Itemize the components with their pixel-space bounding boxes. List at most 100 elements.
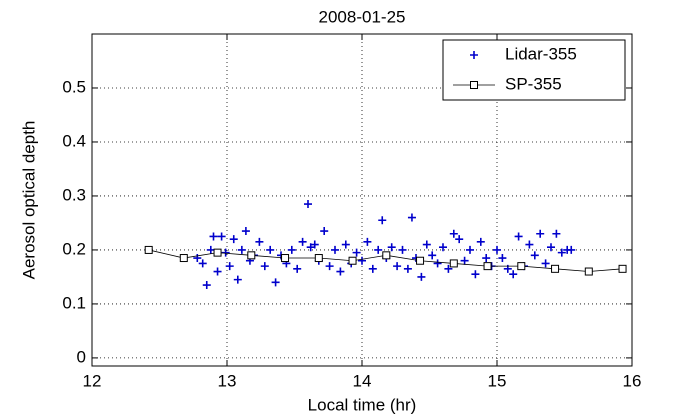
point <box>241 227 250 236</box>
square-marker <box>314 254 323 263</box>
plus-marker <box>471 270 480 279</box>
point <box>306 243 315 252</box>
plus-marker <box>536 229 545 238</box>
square-marker <box>213 248 222 257</box>
plus-marker <box>293 264 302 273</box>
y-tick-label: 0 <box>77 347 86 366</box>
y-axis-label: Aerosol optical depth <box>19 121 38 280</box>
y-tick-label: 0.3 <box>62 185 86 204</box>
chart-title: 2008-01-25 <box>319 7 406 26</box>
plus-marker <box>449 229 458 238</box>
plus-marker <box>241 227 250 236</box>
point <box>439 243 447 252</box>
x-tick-label: 13 <box>218 371 237 390</box>
y-tick-label: 0.2 <box>62 239 86 258</box>
plus-marker <box>493 245 501 254</box>
point <box>229 235 238 244</box>
y-tick-label: 0.5 <box>62 77 86 96</box>
plus-marker <box>476 237 485 246</box>
plus-marker <box>225 262 234 271</box>
point <box>482 254 491 263</box>
point <box>403 264 412 273</box>
plus-marker <box>306 243 315 252</box>
point <box>202 281 211 290</box>
point <box>417 272 426 281</box>
square-marker <box>144 245 153 254</box>
plus-marker <box>320 227 329 236</box>
point <box>428 251 437 260</box>
point <box>298 237 307 246</box>
point <box>378 216 387 225</box>
square-marker <box>584 267 593 276</box>
point <box>536 229 545 238</box>
plus-marker <box>193 254 202 263</box>
plus-marker <box>237 245 246 254</box>
plus-marker <box>229 235 238 244</box>
x-tick-label: 15 <box>488 371 507 390</box>
point <box>221 248 230 257</box>
plus-marker <box>221 248 230 257</box>
y-tick-label: 0.4 <box>62 131 86 150</box>
plus-marker <box>271 278 280 287</box>
plus-marker <box>287 245 296 254</box>
plus-marker <box>331 245 339 254</box>
point <box>287 245 296 254</box>
plus-marker <box>422 240 431 249</box>
point <box>433 259 442 268</box>
x-tick-label: 14 <box>353 371 372 390</box>
point <box>217 232 226 241</box>
plus-marker <box>266 245 275 254</box>
plus-marker <box>363 237 372 246</box>
plus-marker <box>310 240 319 249</box>
point <box>398 245 407 254</box>
plus-marker <box>466 245 474 254</box>
square-marker <box>517 262 526 271</box>
point <box>310 240 319 249</box>
point <box>363 237 372 246</box>
square-marker <box>618 264 627 273</box>
plus-marker <box>325 262 334 271</box>
plus-marker <box>202 281 211 290</box>
point <box>374 245 383 254</box>
plus-marker <box>509 270 518 279</box>
plus-marker <box>552 229 561 238</box>
point <box>336 267 345 276</box>
point <box>567 245 576 254</box>
point <box>213 267 222 276</box>
point <box>358 256 366 265</box>
point <box>509 270 518 279</box>
plus-marker <box>567 245 576 254</box>
plus-marker <box>428 251 437 260</box>
point <box>514 232 523 241</box>
plus-marker <box>514 232 523 241</box>
point <box>444 264 453 273</box>
x-axis-label: Local time (hr) <box>308 395 417 414</box>
point <box>209 232 218 241</box>
point <box>530 251 539 260</box>
plot-frame <box>91 33 633 367</box>
legend-label: Lidar-355 <box>505 44 577 63</box>
square-marker <box>416 256 425 265</box>
square-marker <box>449 259 458 268</box>
point <box>206 245 215 254</box>
plus-marker <box>407 213 416 222</box>
plus-marker <box>444 264 453 273</box>
plus-marker <box>498 254 507 263</box>
plus-marker <box>352 248 361 257</box>
point <box>304 200 312 209</box>
point <box>552 229 561 238</box>
point <box>498 254 507 263</box>
legend-label: SP-355 <box>505 74 562 93</box>
plus-marker <box>233 275 242 284</box>
plus-marker <box>260 262 269 271</box>
plus-marker <box>482 254 491 263</box>
plus-marker <box>439 243 447 252</box>
plus-marker <box>209 232 218 241</box>
point <box>466 245 474 254</box>
point <box>341 240 350 249</box>
point <box>320 227 329 236</box>
plus-marker <box>398 245 407 254</box>
point <box>193 254 202 263</box>
point <box>325 262 334 271</box>
